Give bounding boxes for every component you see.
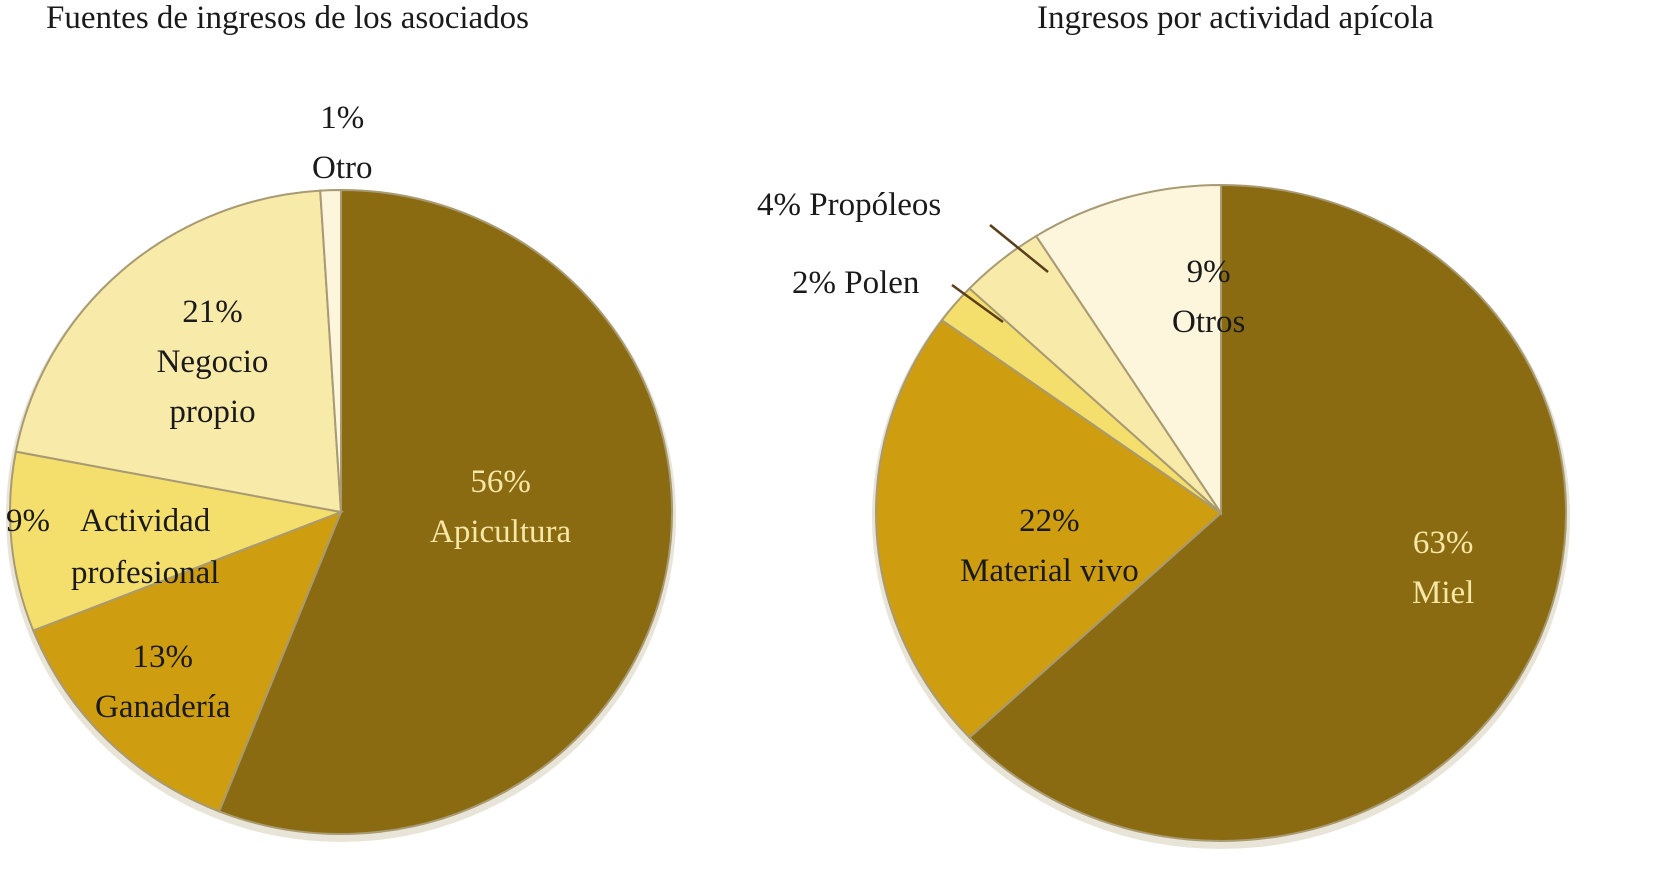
pie-slice-miel bbox=[968, 183, 1567, 842]
pct: 9% bbox=[6, 503, 50, 539]
pie-slice-otro bbox=[319, 188, 342, 513]
slice-label-propoleos: 4% Propóleos bbox=[757, 180, 941, 230]
label: Polen bbox=[844, 265, 920, 301]
pct: 56% bbox=[470, 464, 531, 500]
slice-label-ganaderia: 13% Ganadería bbox=[95, 632, 231, 732]
pct: 1% bbox=[320, 100, 365, 136]
pct: 22% bbox=[1019, 503, 1080, 539]
leader-line-propoleos bbox=[989, 224, 1049, 273]
label: Ganadería bbox=[95, 689, 231, 725]
label: Otros bbox=[1172, 304, 1246, 340]
label: Material vivo bbox=[960, 553, 1139, 589]
label: Negocio propio bbox=[156, 344, 269, 430]
slice-label-miel: 63% Miel bbox=[1412, 518, 1474, 618]
pct: 2% bbox=[792, 265, 836, 301]
slice-label-apicultura: 56% Apicultura bbox=[430, 457, 571, 557]
label: Miel bbox=[1412, 575, 1475, 611]
slice-label-otro: 1% Otro bbox=[312, 93, 373, 193]
slice-label-polen: 2% Polen bbox=[792, 258, 919, 308]
pie-slice-ganadería bbox=[31, 510, 343, 813]
pie-slice-apicultura bbox=[217, 188, 673, 835]
pct: 4% bbox=[757, 187, 801, 223]
pie-chart-beekeeping-income bbox=[872, 183, 1570, 849]
pct: 63% bbox=[1412, 525, 1474, 561]
pie-slice-actividad-profesional bbox=[9, 450, 345, 632]
chart-title-left: Fuentes de ingresos de los asociados bbox=[46, 0, 529, 36]
slice-label-negocio-propio: 21% Negocio propio bbox=[140, 287, 285, 437]
slice-label-otros: 9% Otros bbox=[1172, 247, 1245, 347]
chart-title-right: Ingresos por actividad apícola bbox=[1037, 0, 1434, 36]
pct: 13% bbox=[132, 639, 194, 675]
pie-chart-income-sources bbox=[6, 188, 676, 842]
label: Actividad profesional bbox=[71, 503, 220, 591]
pie-slice-otros bbox=[1034, 183, 1222, 517]
label: Otro bbox=[312, 150, 373, 186]
label: Apicultura bbox=[430, 514, 572, 550]
pct: 9% bbox=[1186, 254, 1231, 290]
slice-label-material-vivo: 22% Material vivo bbox=[960, 496, 1139, 596]
leader-line-polen bbox=[951, 283, 1004, 324]
pct: 21% bbox=[182, 294, 243, 330]
pie-slice-negocio-propio bbox=[14, 189, 343, 514]
pie-slice-material-vivo bbox=[875, 318, 1223, 739]
label: Propóleos bbox=[809, 187, 942, 223]
slice-label-actividad-profesional: 9% Actividad profesional bbox=[6, 495, 240, 599]
